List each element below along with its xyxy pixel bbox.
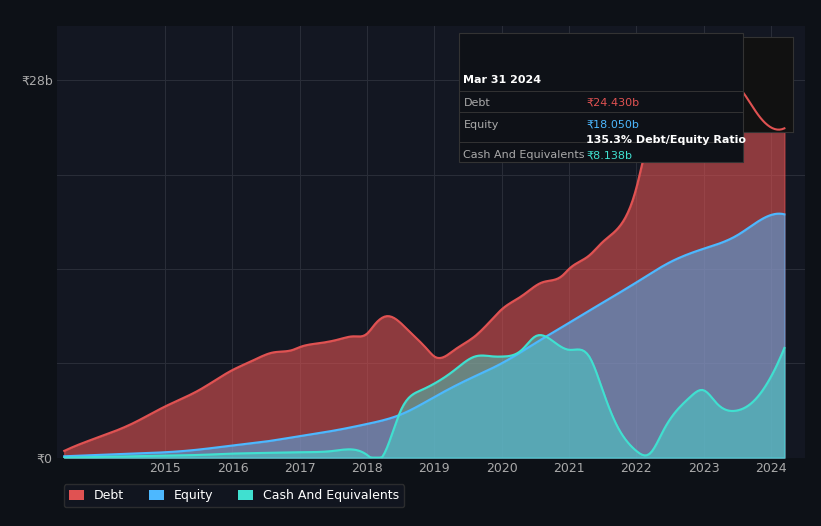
Text: 135.3% Debt/Equity Ratio: 135.3% Debt/Equity Ratio (586, 135, 746, 145)
Text: Cash And Equivalents: Cash And Equivalents (463, 150, 585, 160)
Text: ₹8.138b: ₹8.138b (586, 150, 632, 160)
Text: Debt: Debt (463, 97, 490, 107)
Text: ₹18.050b: ₹18.050b (586, 120, 639, 130)
Legend: Debt, Equity, Cash And Equivalents: Debt, Equity, Cash And Equivalents (64, 484, 405, 508)
Text: ₹24.430b: ₹24.430b (586, 97, 640, 107)
Text: Mar 31 2024: Mar 31 2024 (463, 75, 542, 85)
Text: Equity: Equity (463, 120, 499, 130)
